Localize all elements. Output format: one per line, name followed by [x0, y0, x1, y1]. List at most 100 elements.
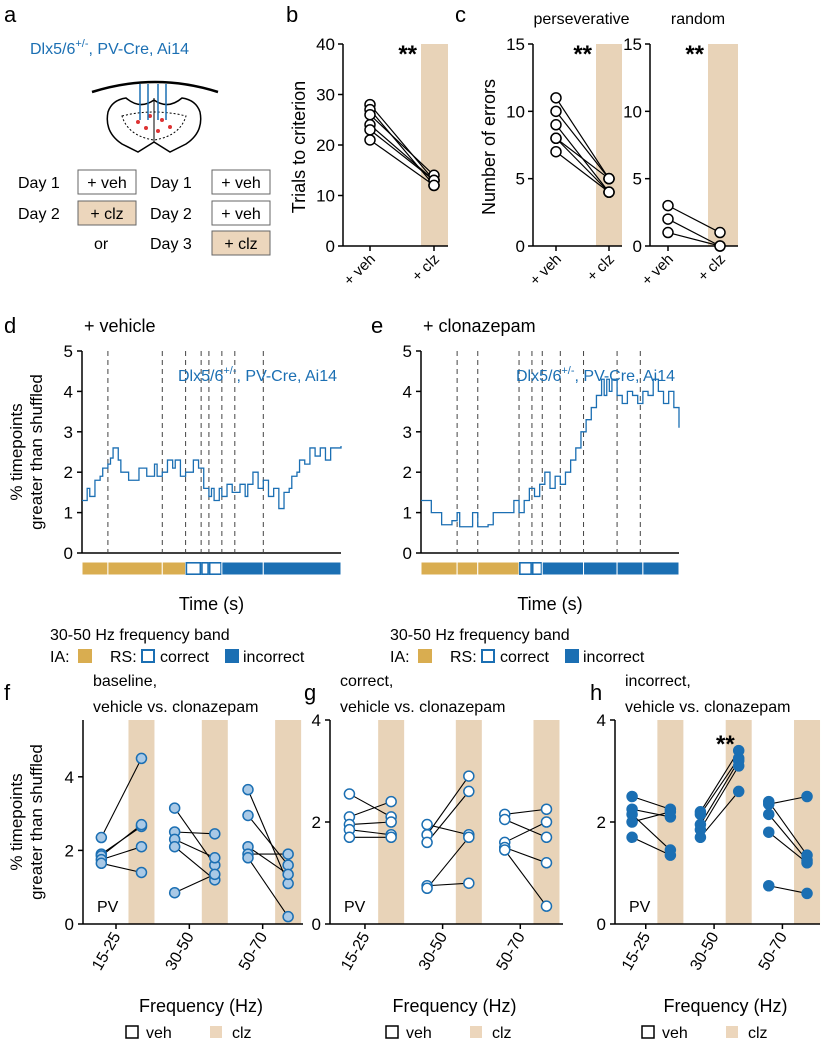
f-ytick-label: 2: [65, 841, 74, 860]
c1-ytick-label: 10: [506, 102, 525, 121]
c2-title: random: [671, 11, 725, 28]
h-xtick-label: 15-25: [619, 929, 654, 973]
c1-xtick-label: + veh: [527, 251, 565, 289]
h-clz-point: [732, 785, 745, 798]
f-clz-point: [209, 828, 221, 840]
c1-title: perseverative: [533, 11, 629, 28]
legend-h: veh clz: [641, 1025, 768, 1042]
panel-letter-f: f: [4, 680, 11, 705]
legend-e-rs: RS:: [450, 649, 477, 666]
g-clz-point: [385, 816, 397, 828]
panel-letter-d: d: [4, 313, 16, 338]
legend-d-correct-swatch: [141, 649, 155, 663]
chart-h: 0 2 4 incorrect, vehicle vs. clonazepam PV 15-…: [597, 673, 821, 1016]
h-title-line1: incorrect,: [625, 673, 691, 690]
h-pair-line: [699, 757, 740, 815]
f-xtick-label: 30-50: [163, 929, 198, 973]
chart-c-random: 0 5 10 15 random + veh + clz **: [623, 11, 738, 289]
e-segment-incorrect: [642, 561, 680, 576]
g-ytick-label: 2: [312, 813, 321, 832]
g-clz-point: [540, 803, 553, 815]
legend-g-veh-swatch: [385, 1025, 399, 1039]
c2-xtick-label: + veh: [639, 251, 677, 289]
h-pair-line: [699, 750, 740, 813]
f-clz-point: [282, 910, 294, 923]
h-pair-line: [768, 831, 808, 864]
legend-g-veh: veh: [406, 1025, 432, 1042]
f-ylabel: % timepointsgreater than shuffled: [7, 744, 46, 900]
h-pair-line: [631, 808, 671, 818]
f-ytick-label: 0: [65, 915, 74, 934]
legend-d-ia-swatch: [78, 649, 92, 663]
f-ylabel-line: % timepoints: [7, 773, 26, 870]
f-pair-line: [174, 838, 216, 859]
g-pair-line: [349, 793, 392, 818]
g-ytick-label: 0: [312, 915, 321, 934]
b-pair-line: [369, 139, 435, 186]
a-right-day3-box: [211, 230, 271, 256]
f-pair-line: [100, 824, 142, 857]
c2-ytick-label: 10: [623, 102, 642, 121]
c1-veh-point: [550, 145, 562, 158]
b-pair-line: [369, 129, 435, 181]
c2-significance: **: [685, 41, 704, 68]
h-veh-point: [694, 808, 707, 821]
f-title-line2: vehicle vs. clonazepam: [93, 699, 258, 716]
f-clz-point: [282, 848, 294, 860]
c2-ytick-label: 15: [623, 35, 642, 54]
e-segment-correct: [519, 561, 532, 575]
legend-f-clz: clz: [232, 1025, 252, 1042]
g-clz-point: [385, 831, 397, 844]
legend-g-clz: clz: [492, 1025, 512, 1042]
g-pair-line: [504, 846, 547, 864]
a-left-day2: Day 2: [18, 206, 60, 223]
d-genotype-main: Dlx5/6: [178, 368, 223, 385]
e-title: + clonazepam: [423, 316, 536, 336]
h-veh-point: [626, 831, 638, 844]
e-ytick-label: 3: [403, 423, 412, 442]
d-segment-incorrect: [221, 561, 264, 576]
f-veh-point: [168, 886, 181, 899]
chart-d: 0 1 2 3 4 5 % timepointsgreater than shuffled +…: [7, 316, 342, 614]
f-pair-line: [174, 846, 216, 881]
f-xtick-label: 50-70: [236, 929, 271, 973]
g-pair-line: [426, 836, 470, 889]
chart-e: 0 1 2 3 4 5 + clonazepam Dlx5/6+/-, PV-Cre, Ai1…: [403, 316, 680, 614]
c2-clz-point: [714, 226, 726, 239]
c1-pair-line: [555, 97, 610, 179]
e-segment-incorrect: [583, 561, 618, 576]
panel-letter-c: c: [455, 2, 466, 27]
h-xtick-label: 30-50: [687, 929, 722, 973]
b-ytick-label: 0: [326, 237, 335, 256]
d-segment-correct: [201, 561, 209, 575]
f-pair-line: [101, 862, 142, 874]
h-ytick-label: 2: [597, 813, 606, 832]
e-genotype-sup: +/-: [561, 365, 574, 377]
brain-schematic: [91, 80, 219, 153]
f-pair-line: [247, 815, 289, 866]
g-clz-point: [463, 770, 475, 782]
a-left-day1-box: [77, 169, 137, 195]
h-clz-point: [664, 806, 677, 818]
legend-e: 30-50 Hz frequency band IA: RS: correct …: [390, 627, 645, 666]
legend-d-title: 30-50 Hz frequency band: [50, 627, 230, 644]
b-xtick-label: + veh: [341, 251, 379, 289]
a-right-day2-box: [211, 200, 271, 226]
f-ytick-label: 4: [65, 768, 74, 787]
h-pair-line: [768, 813, 808, 861]
h-pair-line: [699, 791, 740, 838]
f-veh-point: [95, 857, 108, 870]
c1-veh-point: [550, 119, 562, 131]
g-pair-line: [427, 882, 469, 887]
c1-ytick-label: 0: [516, 237, 525, 256]
g-xlabel: Frequency (Hz): [392, 996, 516, 1016]
f-clz-point: [135, 818, 148, 831]
legend-g: veh clz: [385, 1025, 512, 1042]
c1-pair-line: [555, 137, 610, 180]
h-clz-point: [732, 760, 745, 772]
d-title: + vehicle: [84, 316, 156, 336]
c1-clz-band: [596, 44, 622, 246]
d-ytick-label: 4: [64, 382, 73, 401]
f-pair-line: [101, 846, 142, 861]
h-xlabel: Frequency (Hz): [663, 996, 787, 1016]
